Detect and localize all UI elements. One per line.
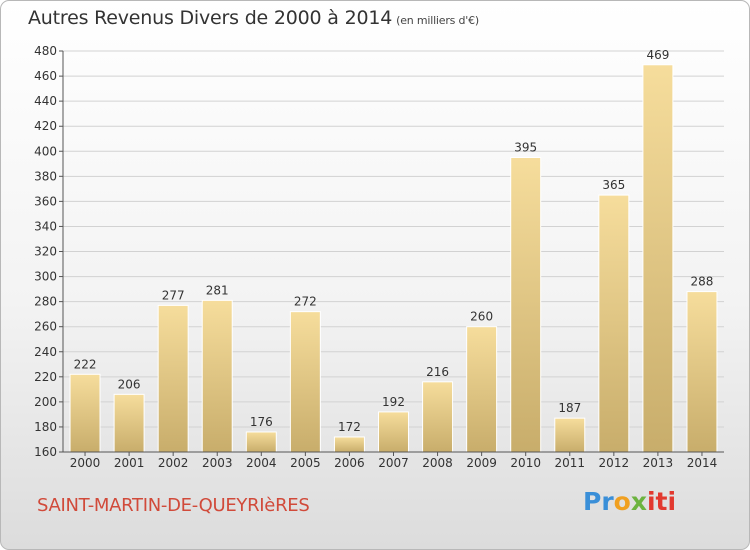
bar-value-label: 192 — [382, 395, 405, 409]
logo-part-3: x — [630, 487, 647, 516]
y-tick-label: 340 — [34, 219, 57, 233]
bar — [686, 291, 718, 453]
bar-value-label: 395 — [514, 141, 537, 155]
bar — [289, 311, 321, 453]
y-tick-label: 200 — [34, 395, 57, 409]
bar-value-label: 222 — [74, 357, 97, 371]
y-tick-label: 260 — [34, 320, 57, 334]
bar — [69, 373, 101, 453]
bar — [113, 393, 145, 453]
y-tick-label: 420 — [34, 119, 57, 133]
labels: 160 180 200 220 240 260 280 300 320 340 360 380 400 4… — [34, 44, 717, 470]
y-tick-label: 440 — [34, 94, 57, 108]
bar — [422, 381, 454, 453]
bar-value-label: 206 — [118, 377, 141, 391]
y-tick-label: 240 — [34, 345, 57, 359]
bar-value-label: 365 — [602, 178, 625, 192]
x-tick-label: 2000 — [70, 456, 101, 470]
bar — [333, 436, 365, 453]
y-tick-label: 360 — [34, 194, 57, 208]
y-tick-label: 220 — [34, 370, 57, 384]
bar-value-label: 277 — [162, 288, 185, 302]
y-tick-label: 320 — [34, 245, 57, 259]
bar — [466, 326, 498, 453]
bar-value-label: 272 — [294, 295, 317, 309]
logo-part-4: iti — [646, 487, 677, 516]
chart-title: Autres Revenus Divers de 2000 à 2014 (en … — [28, 7, 479, 29]
bar — [378, 411, 409, 453]
bar-value-label: 469 — [646, 48, 669, 62]
bar — [157, 304, 189, 453]
x-tick-label: 2010 — [510, 456, 541, 470]
y-tick-label: 460 — [34, 69, 57, 83]
y-tick-label: 160 — [34, 445, 57, 459]
commune-name: SAINT-MARTIN-DE-QUEYRIèRES — [37, 495, 310, 516]
x-tick-label: 2012 — [599, 456, 630, 470]
logo-part-2: o — [613, 487, 631, 516]
bar-value-label: 216 — [426, 365, 449, 379]
x-tick-label: 2014 — [687, 456, 718, 470]
y-tick-label: 400 — [34, 144, 57, 158]
x-tick-label: 2007 — [378, 456, 409, 470]
x-tick-label: 2003 — [202, 456, 233, 470]
logo-part-1: Pr — [583, 487, 614, 516]
bar — [642, 64, 674, 453]
bar — [554, 417, 586, 453]
bar — [201, 299, 233, 453]
chart-subtitle: (en milliers d'€) — [396, 14, 480, 27]
bar-value-label: 260 — [470, 310, 493, 324]
bar — [510, 157, 542, 453]
bar-value-label: 281 — [206, 283, 229, 297]
x-tick-label: 2004 — [246, 456, 277, 470]
proxiti-logo: Proxiti — [583, 487, 676, 516]
y-tick-label: 280 — [34, 295, 57, 309]
x-tick-label: 2009 — [466, 456, 497, 470]
axes — [59, 50, 724, 456]
bar-value-label: 176 — [250, 415, 273, 429]
x-tick-label: 2011 — [554, 456, 585, 470]
bar-value-label: 288 — [691, 275, 714, 289]
bars — [69, 64, 718, 453]
bar-value-label: 172 — [338, 420, 361, 434]
bar — [245, 431, 277, 453]
bar — [598, 194, 630, 453]
y-tick-label: 480 — [34, 44, 57, 58]
x-tick-label: 2002 — [158, 456, 189, 470]
y-tick-label: 180 — [34, 420, 57, 434]
y-tick-label: 300 — [34, 270, 57, 284]
x-tick-label: 2013 — [643, 456, 674, 470]
chart-title-text: Autres Revenus Divers de 2000 à 2014 — [28, 7, 393, 29]
y-tick-label: 380 — [34, 169, 57, 183]
x-tick-label: 2005 — [290, 456, 321, 470]
x-tick-label: 2008 — [422, 456, 453, 470]
x-tick-label: 2006 — [334, 456, 365, 470]
bar-value-label: 187 — [558, 401, 581, 415]
x-tick-label: 2001 — [114, 456, 145, 470]
